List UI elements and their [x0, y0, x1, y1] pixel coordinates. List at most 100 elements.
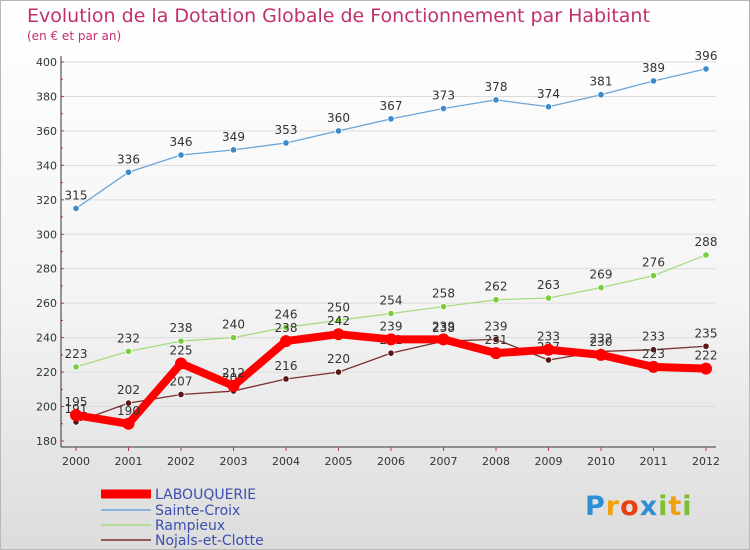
x-tick-label: 2008 — [482, 455, 510, 468]
data-label: 223 — [642, 347, 665, 361]
logo-letter: t — [668, 491, 683, 522]
legend-label: LABOUQUERIE — [155, 487, 256, 503]
x-tick-label: 2009 — [535, 455, 563, 468]
data-label: 225 — [170, 343, 193, 357]
data-label: 207 — [170, 374, 193, 388]
data-label: 258 — [432, 287, 455, 301]
y-tick-label: 220 — [36, 366, 57, 379]
data-label: 233 — [537, 330, 560, 344]
data-label: 269 — [590, 268, 613, 282]
data-label: 353 — [275, 123, 298, 137]
data-label: 235 — [695, 326, 718, 340]
data-point — [649, 346, 658, 354]
data-point — [387, 349, 395, 357]
data-point — [227, 379, 240, 392]
data-label: 254 — [380, 294, 403, 308]
data-point — [385, 333, 397, 346]
data-label: 232 — [590, 331, 613, 345]
chart-subtitle: (en € et par an) — [27, 29, 122, 43]
data-point — [124, 399, 133, 407]
data-label: 360 — [327, 111, 350, 125]
data-label: 230 — [590, 335, 613, 349]
data-label: 238 — [432, 321, 455, 335]
data-point — [490, 347, 502, 360]
data-label: 239 — [432, 319, 455, 333]
data-label: 381 — [590, 75, 613, 89]
data-point — [702, 251, 710, 259]
data-point — [122, 417, 135, 430]
data-point — [647, 360, 660, 373]
data-label: 195 — [65, 395, 88, 409]
data-point — [702, 342, 710, 350]
logo-letter: r — [605, 491, 621, 522]
y-tick-label: 400 — [36, 56, 57, 69]
data-point — [70, 409, 82, 422]
data-point — [544, 356, 553, 364]
data-point — [492, 335, 500, 343]
data-point — [387, 115, 395, 123]
data-label: 389 — [642, 61, 665, 75]
legend-label: Nojals-et-Clotte — [155, 533, 264, 549]
y-tick-label: 240 — [36, 332, 57, 345]
data-point — [229, 146, 238, 154]
data-point — [544, 294, 553, 302]
data-point — [597, 91, 605, 99]
y-tick-label: 200 — [36, 401, 57, 414]
data-point — [72, 363, 80, 371]
data-point — [72, 204, 80, 213]
data-point — [175, 357, 187, 370]
data-point — [595, 348, 607, 361]
data-label: 238 — [170, 321, 193, 335]
y-tick-label: 320 — [36, 194, 57, 207]
data-label: 374 — [537, 87, 560, 101]
data-label: 262 — [485, 280, 508, 294]
data-point — [334, 368, 343, 376]
x-tick-label: 2002 — [167, 455, 195, 468]
x-tick-label: 2007 — [430, 455, 458, 468]
data-label: 239 — [485, 319, 508, 333]
data-point — [177, 390, 185, 399]
data-point — [649, 272, 658, 280]
x-tick-label: 2006 — [377, 455, 405, 468]
x-tick-label: 2004 — [272, 455, 300, 468]
x-tick-label: 2001 — [115, 455, 143, 468]
data-point — [544, 103, 553, 111]
data-label: 373 — [432, 89, 455, 103]
data-point — [649, 77, 658, 85]
data-label: 349 — [222, 130, 245, 144]
logo-letter: o — [620, 491, 640, 522]
x-tick-label: 2010 — [587, 455, 615, 468]
data-point — [280, 335, 292, 348]
proxiti-logo: Proxiti — [585, 491, 693, 522]
data-label: 250 — [327, 300, 350, 314]
data-label: 231 — [485, 333, 508, 347]
data-label: 242 — [327, 314, 350, 328]
data-label: 238 — [275, 321, 298, 335]
data-point — [177, 151, 185, 159]
data-label: 233 — [642, 330, 665, 344]
data-label: 212 — [222, 366, 245, 380]
data-label: 367 — [380, 99, 403, 113]
y-tick-label: 360 — [36, 125, 57, 138]
data-point — [177, 337, 185, 345]
logo-letter: x — [639, 491, 659, 522]
data-label: 315 — [65, 188, 88, 202]
data-label: 336 — [117, 152, 140, 166]
data-point — [702, 65, 710, 73]
data-label: 396 — [695, 49, 718, 63]
x-tick-label: 2005 — [325, 455, 353, 468]
data-point — [282, 323, 290, 331]
data-point — [124, 347, 133, 356]
y-tick-label: 380 — [36, 90, 57, 103]
logo-letter: i — [682, 491, 693, 522]
data-label: 378 — [485, 80, 508, 94]
data-point — [439, 303, 448, 311]
data-label: 220 — [327, 352, 350, 366]
data-label: 276 — [642, 256, 665, 270]
x-tick-label: 2012 — [692, 455, 720, 468]
data-point — [229, 334, 238, 342]
data-label: 240 — [222, 318, 245, 332]
x-tick-label: 2003 — [220, 455, 248, 468]
